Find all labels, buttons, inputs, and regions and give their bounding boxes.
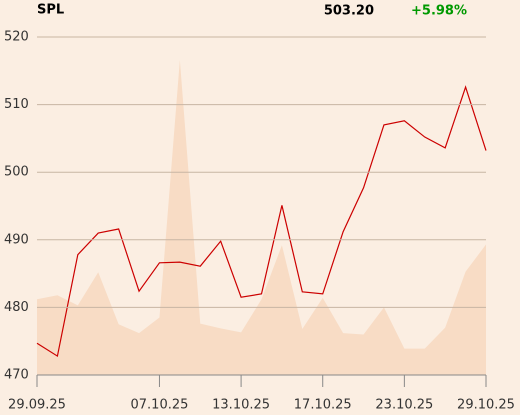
y-tick-label: 510 bbox=[4, 97, 29, 112]
x-tick-label: 29.10.25 bbox=[457, 398, 515, 413]
x-tick-label: 17.10.25 bbox=[294, 398, 352, 413]
x-tick-label: 13.10.25 bbox=[212, 398, 270, 413]
x-tick-label: 29.09.25 bbox=[8, 398, 66, 413]
y-tick-label: 500 bbox=[4, 165, 29, 180]
x-tick-label: 07.10.25 bbox=[131, 398, 189, 413]
change: +5.98% bbox=[411, 4, 467, 19]
y-tick-label: 520 bbox=[4, 30, 29, 45]
symbol: SPL bbox=[37, 3, 64, 18]
price: 503.20 bbox=[324, 4, 374, 19]
x-tick-label: 23.10.25 bbox=[375, 398, 433, 413]
y-tick-label: 490 bbox=[4, 232, 29, 247]
price-line bbox=[36, 85, 487, 358]
y-tick-label: 480 bbox=[4, 300, 29, 315]
volume-area bbox=[37, 59, 486, 375]
y-tick-label: 470 bbox=[4, 368, 29, 383]
